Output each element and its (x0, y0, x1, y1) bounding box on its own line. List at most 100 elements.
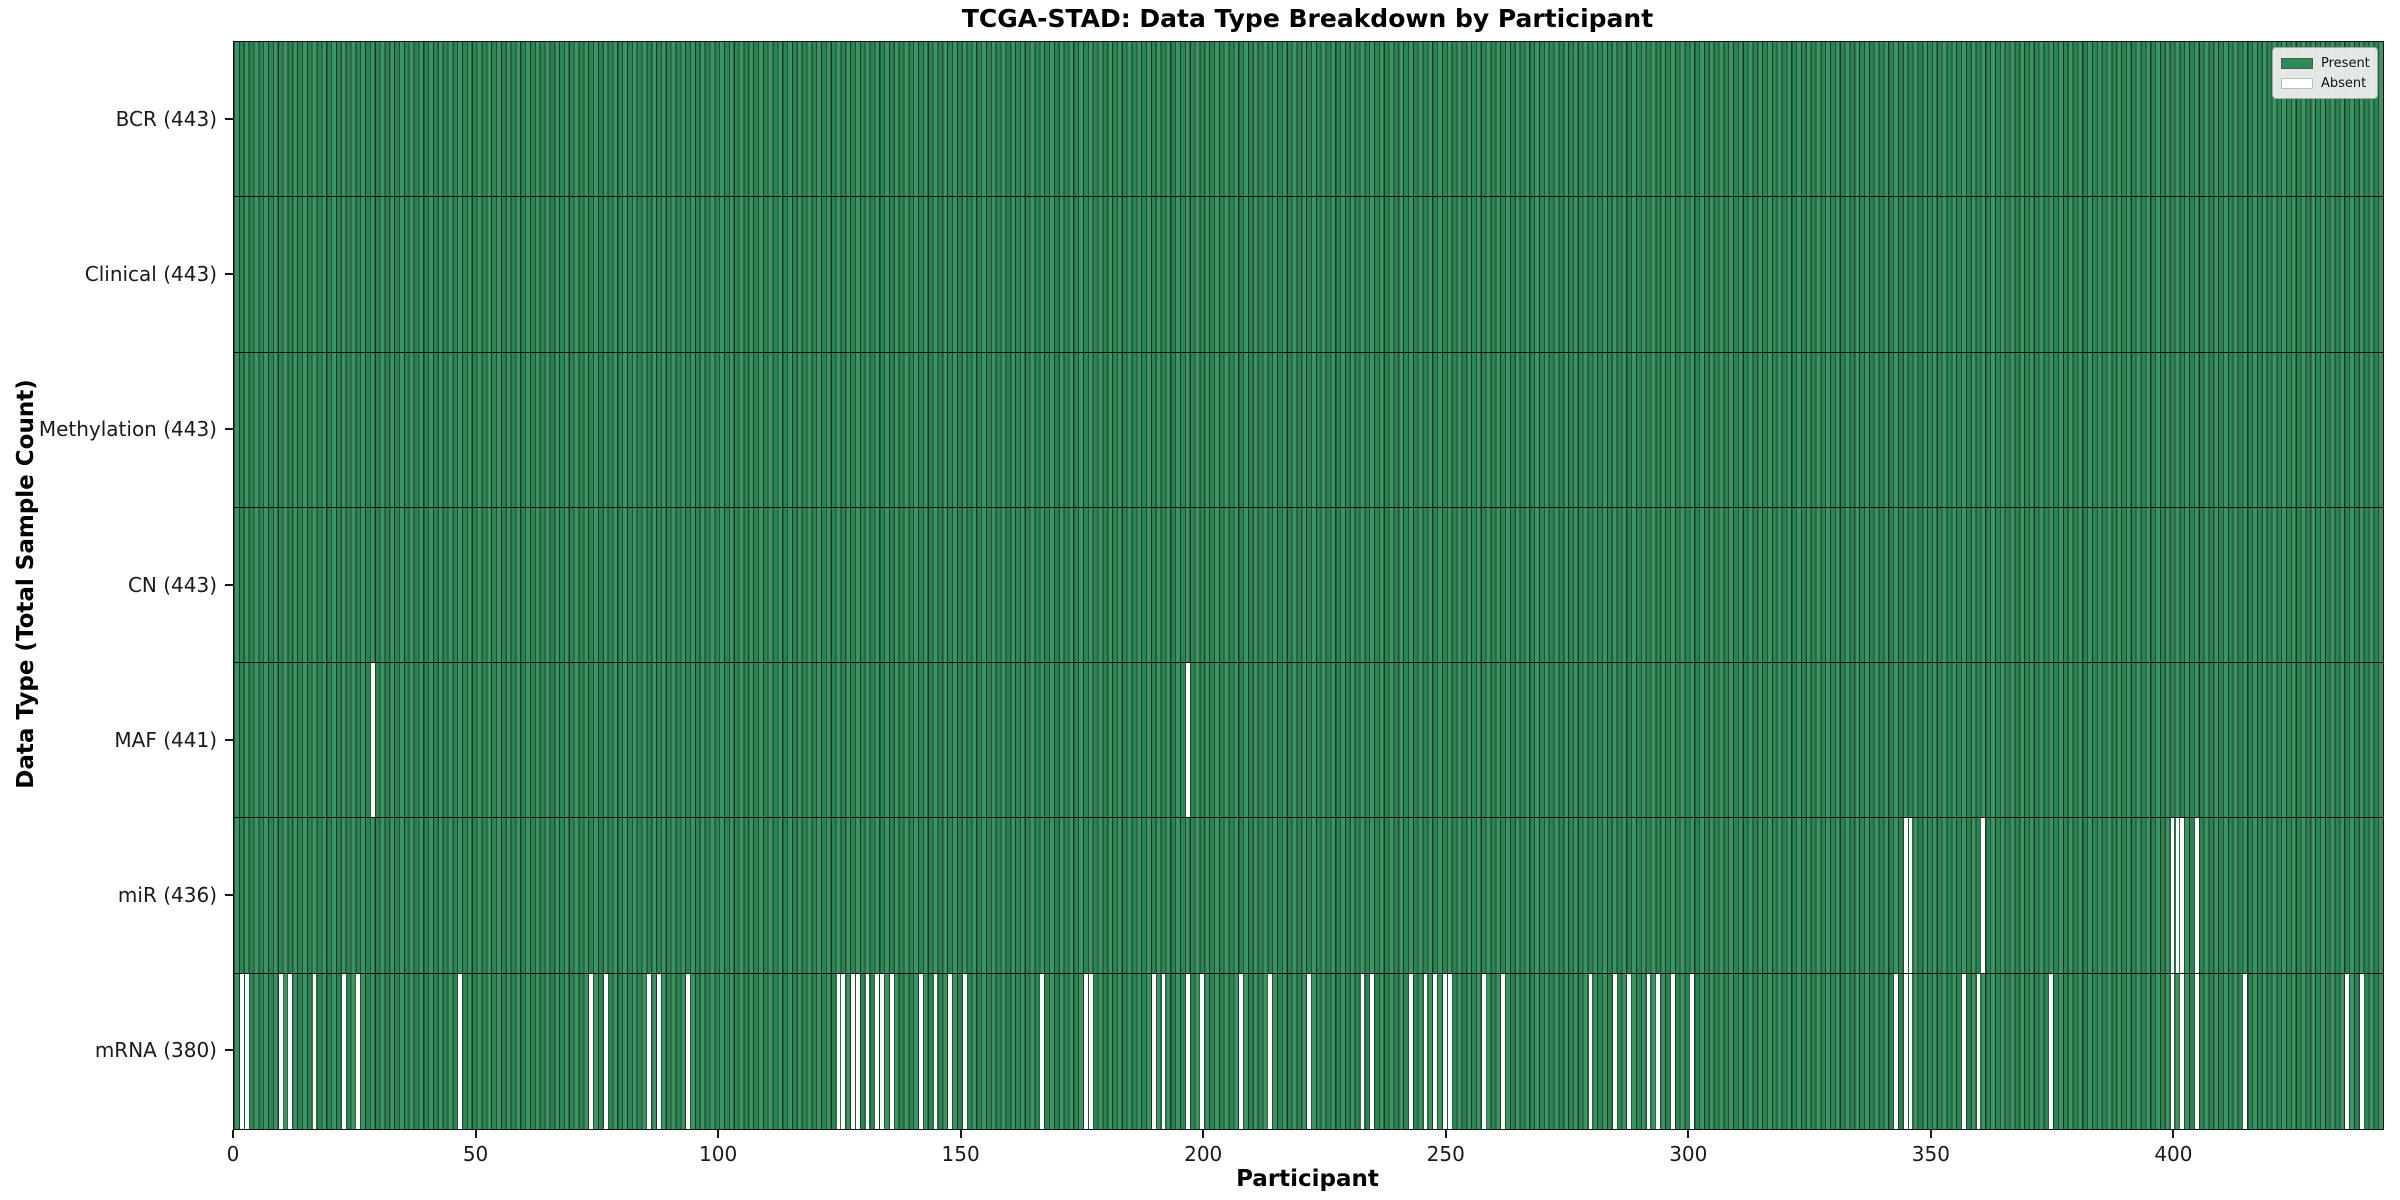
absent-cell-mRNA-93 (686, 973, 690, 1129)
y-tick-label-miR: miR (436) (117, 883, 217, 908)
y-tick-mark-Clinical (225, 272, 233, 275)
absent-cell-mRNA-196 (1185, 973, 1190, 1129)
absent-cell-mRNA-399 (2170, 973, 2175, 1129)
absent-cell-mRNA-22 (341, 973, 346, 1129)
absent-cell-mRNA-234 (1370, 973, 1374, 1129)
absent-cell-mRNA-25 (356, 973, 361, 1129)
x-tick-mark-200 (1202, 1130, 1205, 1138)
absent-cell-mRNA-344 (1903, 973, 1908, 1129)
heatmap-row-mRNA (234, 973, 2383, 1129)
absent-cell-mRNA-191 (1161, 973, 1166, 1129)
absent-cell-miR-360 (1981, 818, 1986, 973)
absent-cell-mRNA-342 (1894, 973, 1898, 1129)
absent-cell-mRNA-46 (458, 973, 462, 1129)
x-tick-label-50: 50 (462, 1142, 489, 1166)
x-tick-mark-0 (232, 1130, 234, 1138)
y-tick-label-CN: CN (443) (127, 572, 217, 597)
absent-cell-mRNA-85 (647, 973, 652, 1129)
absent-cell-mRNA-127 (851, 973, 855, 1129)
legend-present-label: Present (2321, 55, 2370, 71)
legend-absent-label: Absent (2321, 75, 2367, 91)
absent-cell-mRNA-124 (836, 973, 841, 1129)
y-tick-label-mRNA: mRNA (380) (94, 1038, 217, 1063)
legend-entry-present: Present (2281, 53, 2370, 73)
absent-cell-mRNA-279 (1588, 973, 1593, 1129)
absent-cell-mRNA-207 (1239, 973, 1243, 1129)
absent-cell-mRNA-150 (962, 973, 967, 1129)
absent-cell-mRNA-435 (2345, 973, 2350, 1129)
x-tick-mark-300 (1687, 1130, 1690, 1138)
absent-cell-mRNA-293 (1656, 973, 1661, 1129)
absent-cell-mRNA-175 (1084, 973, 1088, 1129)
plot-area (233, 41, 2384, 1130)
x-tick-mark-100 (717, 1130, 720, 1138)
absent-cell-mRNA-249 (1443, 973, 1447, 1129)
absent-cell-mRNA-345 (1908, 973, 1913, 1129)
absent-cell-mRNA-356 (1962, 973, 1966, 1129)
legend: Present Absent (2272, 47, 2378, 99)
x-tick-mark-150 (959, 1130, 962, 1138)
absent-cell-mRNA-2 (244, 973, 249, 1129)
absent-cell-mRNA-296 (1671, 973, 1675, 1129)
y-tick-mark-miR (225, 894, 233, 897)
legend-present-swatch (2281, 57, 2313, 69)
absent-cell-mRNA-232 (1360, 973, 1365, 1129)
absent-cell-mRNA-404 (2194, 973, 2199, 1129)
y-tick-label-MAF: MAF (441) (114, 727, 217, 752)
heatmap-row-Methylation (234, 352, 2383, 508)
legend-absent-swatch (2281, 77, 2313, 89)
absent-cell-mRNA-359 (1976, 973, 1981, 1129)
legend-entry-absent: Absent (2281, 73, 2369, 93)
absent-cell-mRNA-73 (589, 973, 593, 1129)
y-tick-label-BCR: BCR (443) (115, 106, 217, 131)
y-tick-mark-Methylation (225, 428, 233, 431)
absent-cell-mRNA-300 (1690, 973, 1695, 1129)
x-tick-label-100: 100 (699, 1142, 738, 1166)
absent-cell-mRNA-257 (1481, 973, 1486, 1129)
absent-cell-mRNA-125 (841, 973, 846, 1129)
heatmap-row-BCR (234, 42, 2383, 198)
absent-cell-mRNA-16 (312, 973, 317, 1129)
absent-cell-mRNA-438 (2359, 973, 2364, 1129)
absent-cell-mRNA-247 (1433, 973, 1438, 1129)
heatmap-row-CN (234, 507, 2383, 664)
x-tick-mark-250 (1444, 1130, 1447, 1138)
absent-cell-mRNA-213 (1268, 973, 1273, 1129)
absent-cell-mRNA-401 (2180, 973, 2185, 1129)
y-tick-labels: BCR (443) Clinical (443) Methylation (443)… (0, 41, 233, 1128)
absent-cell-mRNA-242 (1409, 973, 1413, 1129)
absent-cell-mRNA-76 (603, 973, 608, 1129)
heatmap-row-miR (234, 818, 2383, 974)
absent-cell-miR-401 (2180, 818, 2185, 973)
absent-cell-mRNA-291 (1646, 973, 1651, 1129)
x-tick-label-200: 200 (1184, 1142, 1223, 1166)
x-tick-label-250: 250 (1426, 1142, 1465, 1166)
y-tick-label-Clinical: Clinical (443) (84, 261, 217, 286)
x-tick-mark-50 (474, 1130, 477, 1138)
y-tick-mark-MAF (225, 738, 233, 741)
absent-cell-mRNA-284 (1612, 973, 1617, 1129)
x-axis-label: Participant (1236, 1166, 1379, 1192)
absent-cell-mRNA-9 (278, 973, 283, 1129)
x-tick-label-150: 150 (941, 1142, 980, 1166)
x-tick-label-400: 400 (2154, 1142, 2193, 1166)
absent-cell-mRNA-144 (933, 973, 938, 1129)
absent-cell-miR-400 (2175, 818, 2180, 973)
absent-cell-mRNA-166 (1040, 973, 1045, 1129)
absent-cell-mRNA-128 (856, 973, 860, 1129)
y-tick-label-Methylation: Methylation (443) (38, 417, 217, 442)
y-tick-mark-CN (225, 583, 233, 586)
absent-cell-mRNA-414 (2243, 973, 2248, 1129)
x-tick-label-0: 0 (226, 1142, 240, 1166)
y-tick-mark-BCR (225, 117, 233, 120)
absent-cell-miR-399 (2170, 818, 2175, 973)
absent-cell-mRNA-1 (239, 973, 244, 1129)
absent-cell-mRNA-176 (1088, 973, 1093, 1129)
absent-cell-mRNA-199 (1200, 973, 1205, 1129)
absent-cell-mRNA-287 (1627, 973, 1632, 1129)
absent-cell-mRNA-87 (657, 973, 661, 1129)
absent-cell-miR-345 (1908, 818, 1913, 973)
absent-cell-mRNA-147 (948, 973, 952, 1129)
x-tick-labels: 0 50 100 150 200 250 300 350 400 (227, 1130, 2382, 1170)
